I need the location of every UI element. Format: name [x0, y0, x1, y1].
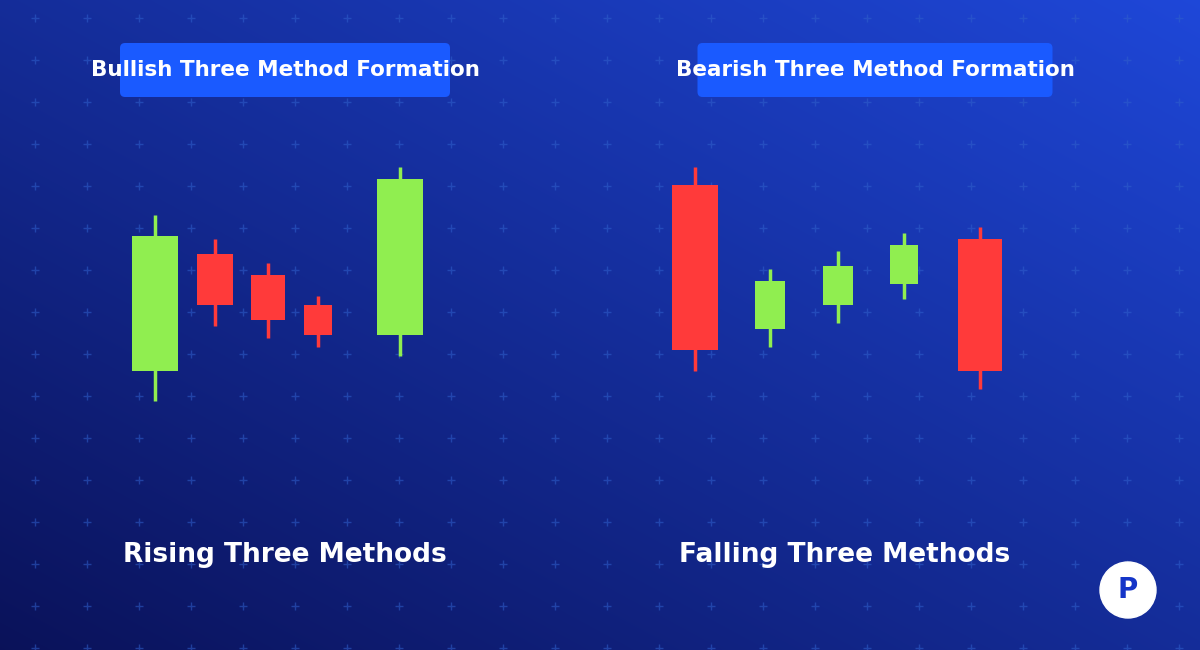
Text: P: P: [1118, 576, 1138, 604]
Bar: [755, 281, 785, 329]
Bar: [197, 254, 233, 305]
FancyBboxPatch shape: [120, 43, 450, 97]
Bar: [377, 179, 424, 335]
Bar: [132, 236, 178, 371]
Bar: [890, 245, 918, 284]
Text: Falling Three Methods: Falling Three Methods: [679, 542, 1010, 568]
Bar: [958, 239, 1002, 371]
Bar: [251, 275, 286, 320]
Text: Bullish Three Method Formation: Bullish Three Method Formation: [90, 60, 480, 80]
Bar: [672, 185, 718, 350]
Text: Bearish Three Method Formation: Bearish Three Method Formation: [676, 60, 1074, 80]
Bar: [304, 305, 332, 335]
Bar: [823, 266, 853, 305]
FancyBboxPatch shape: [697, 43, 1052, 97]
Circle shape: [1100, 562, 1156, 618]
Text: Rising Three Methods: Rising Three Methods: [124, 542, 446, 568]
